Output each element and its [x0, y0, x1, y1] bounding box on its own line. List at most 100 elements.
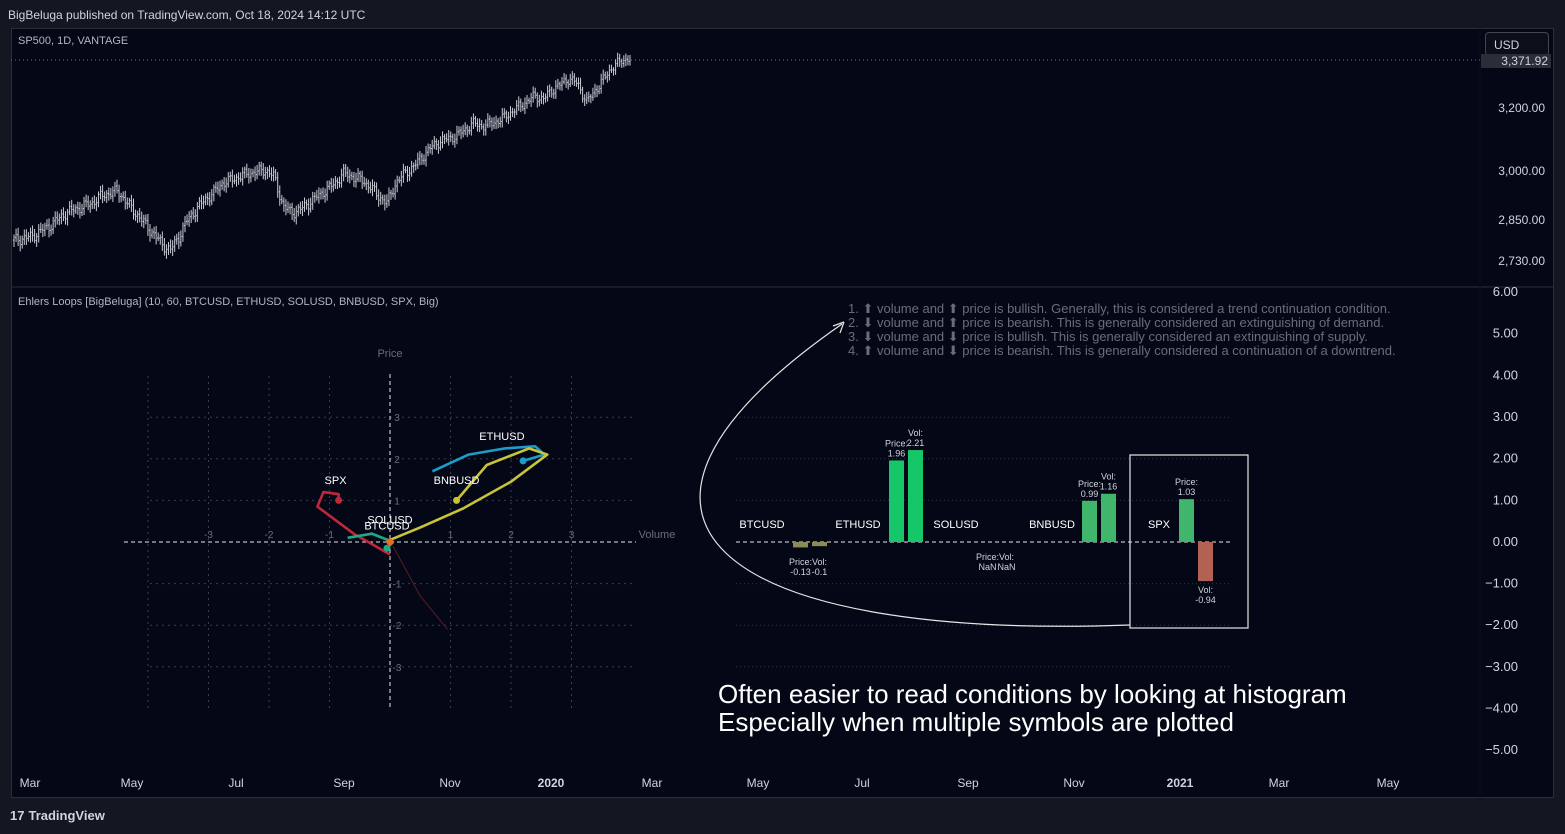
- hist-bar: [793, 542, 808, 548]
- caption: Often easier to read conditions by looki…: [718, 680, 1347, 736]
- time-tick-label: Nov: [1063, 776, 1084, 790]
- time-tick-label: May: [121, 776, 144, 790]
- price-series: [12, 52, 631, 259]
- loop-label-bnbusd: BNBUSD: [434, 475, 480, 487]
- loop-end-point: [335, 496, 343, 504]
- hist-category-label: SOLUSD: [933, 519, 978, 531]
- time-tick-label: Mar: [1269, 776, 1290, 790]
- scatter-x-tick: 1: [448, 530, 454, 541]
- indicator-legend[interactable]: Ehlers Loops [BigBeluga] (10, 60, BTCUSD…: [18, 296, 439, 308]
- hist-category-label: SPX: [1148, 519, 1171, 531]
- price-tick-label: 3,200.00: [1498, 101, 1545, 115]
- condition-item: 1. ⬆ volume and ⬆ price is bullish. Gene…: [848, 301, 1391, 316]
- tradingview-logo[interactable]: 17 TradingView: [10, 808, 105, 823]
- time-tick-label: Nov: [439, 776, 460, 790]
- hist-value-label: NaN: [997, 562, 1015, 572]
- hist-value-label: NaN: [978, 562, 996, 572]
- hist-value-label: -0.94: [1195, 595, 1216, 605]
- time-tick-label: Jul: [854, 776, 869, 790]
- time-tick-label: Jul: [228, 776, 243, 790]
- hist-value-label-name: Vol:: [812, 557, 827, 567]
- indicator-tick-label: 3.00: [1493, 409, 1518, 424]
- price-tick-label: 2,850.00: [1498, 213, 1545, 227]
- hist-value-label-name: Price:: [1078, 479, 1101, 489]
- hist-category-label: ETHUSD: [835, 519, 880, 531]
- scatter-y-tick: -1: [393, 580, 402, 591]
- scatter-x-tick: -3: [204, 530, 213, 541]
- hist-value-label-name: Price:: [789, 557, 812, 567]
- hist-value-label-name: Vol:: [908, 428, 923, 438]
- hist-value-label: 1.16: [1100, 482, 1118, 492]
- indicator-tick-label: −5.00: [1485, 742, 1518, 757]
- indicator-tick-label: 1.00: [1493, 492, 1518, 507]
- main-price-axis: 3,200.00 3,000.00 2,850.00 2,730.00: [1498, 101, 1545, 268]
- hist-value-label: 2.21: [907, 438, 925, 448]
- time-tick-label: May: [1377, 776, 1400, 790]
- tradingview-logo-icon: 17: [10, 808, 25, 823]
- chart-area[interactable]: [11, 28, 1554, 798]
- main-chart-legend[interactable]: SP500, 1D, VANTAGE: [18, 35, 129, 47]
- hist-value-label-name: Vol:: [1198, 585, 1213, 595]
- hist-category-label: BNBUSD: [1029, 519, 1075, 531]
- ehlers-histogram: BTCUSDPrice:-0.13Vol:-0.1ETHUSDPrice:1.9…: [736, 416, 1232, 668]
- indicator-tick-label: 6.00: [1493, 284, 1518, 299]
- hist-value-label-name: Price:: [976, 552, 999, 562]
- loop-ethusd: [431, 445, 546, 473]
- last-price-label: 3,371.92: [1501, 54, 1548, 68]
- condition-item: 2. ⬇ volume and ⬆ price is bearish. This…: [848, 315, 1385, 330]
- loop-label-solusd: SOLUSD: [367, 514, 412, 526]
- hist-bar: [1179, 499, 1194, 542]
- time-tick-label: 2021: [1167, 776, 1194, 790]
- indicator-tick-label: −1.00: [1485, 576, 1518, 591]
- indicator-tick-label: 4.00: [1493, 367, 1518, 382]
- time-tick-label: Mar: [642, 776, 663, 790]
- hist-value-label: 0.99: [1081, 489, 1099, 499]
- loop-end-point: [386, 538, 394, 546]
- scatter-y-label: Price: [377, 348, 402, 360]
- indicator-tick-label: 0.00: [1493, 534, 1518, 549]
- scatter-x-tick: 2: [508, 530, 514, 541]
- hist-value-label: 1.03: [1178, 487, 1196, 497]
- hist-category-label: BTCUSD: [739, 519, 784, 531]
- hist-value-label: -0.13: [790, 567, 811, 577]
- hist-bar: [1101, 493, 1116, 542]
- scatter-x-tick: 3: [569, 530, 575, 541]
- loop-end-point: [383, 544, 391, 552]
- price-tick-label: 2,730.00: [1498, 254, 1545, 268]
- caption-line: Often easier to read conditions by looki…: [718, 679, 1347, 709]
- annotation-curve: [699, 323, 1131, 627]
- time-tick-label: 2020: [538, 776, 565, 790]
- time-axis[interactable]: Mar May Jul Sep Nov 2020 Mar May Jul Sep Nov 2021 Ma…: [20, 776, 1400, 790]
- indicator-tick-label: 5.00: [1493, 326, 1518, 341]
- ehlers-loops-scatter: Price Volume -3 -2 -1 1 2 3 3 2 1 -1 -2 -3 ETHUSD BNBUS…: [124, 348, 675, 708]
- indicator-tick-label: −3.00: [1485, 659, 1518, 674]
- loop-spx: [316, 490, 391, 556]
- indicator-price-axis: 6.00 5.00 4.00 3.00 2.00 1.00 0.00 −1.00 −2.00 −3…: [1485, 284, 1518, 757]
- hist-value-label-name: Vol:: [999, 552, 1014, 562]
- hist-bar: [908, 450, 923, 542]
- hist-value-label-name: Vol:: [1101, 472, 1116, 482]
- hist-value-label-name: Price:: [1175, 477, 1198, 487]
- scatter-y-tick: 3: [394, 413, 400, 424]
- condition-item: 4. ⬆ volume and ⬇ price is bearish. This…: [848, 343, 1396, 358]
- time-tick-label: May: [747, 776, 770, 790]
- time-tick-label: Sep: [957, 776, 979, 790]
- condition-item: 3. ⬇ volume and ⬇ price is bullish. This…: [848, 329, 1368, 344]
- last-price-tag: [1481, 54, 1551, 68]
- annotation-arrow-head: [832, 321, 845, 334]
- hist-bar: [812, 542, 827, 547]
- hist-value-label-name: Price:: [885, 438, 908, 448]
- currency-button[interactable]: USD: [1485, 32, 1549, 56]
- hist-bar: [1198, 542, 1213, 582]
- tradingview-logo-text: TradingView: [28, 808, 105, 823]
- conditions-legend: 1. ⬆ volume and ⬆ price is bullish. Gene…: [848, 302, 1396, 358]
- indicator-tick-label: −4.00: [1485, 701, 1518, 716]
- indicator-tick-label: 2.00: [1493, 451, 1518, 466]
- indicator-tick-label: −2.00: [1485, 617, 1518, 632]
- spx-tail: [392, 545, 448, 630]
- scatter-x-label: Volume: [639, 529, 676, 541]
- hist-bar: [1082, 500, 1097, 542]
- loop-end-point: [453, 496, 461, 504]
- loop-label-btcusd: BTCUSD: [364, 521, 409, 533]
